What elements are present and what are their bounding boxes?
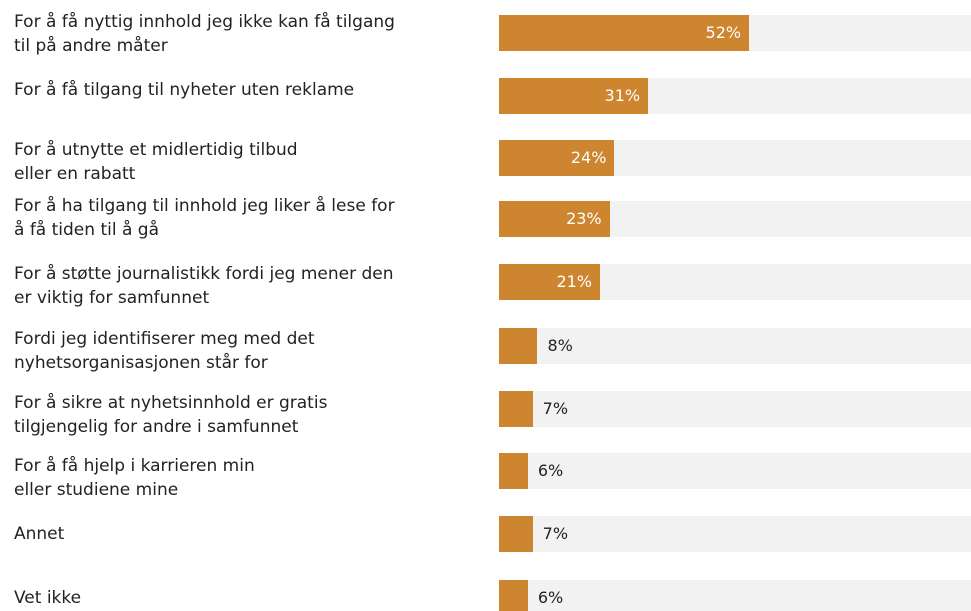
bar <box>499 328 538 364</box>
bar <box>499 78 649 114</box>
bar <box>499 453 528 489</box>
bar-track <box>499 391 971 427</box>
bar-track <box>499 516 971 552</box>
category-label: For å få hjelp i karrieren min eller stu… <box>14 456 255 500</box>
value-label: 52% <box>705 23 742 42</box>
bar-track <box>499 328 971 364</box>
value-label: 6% <box>537 588 564 607</box>
category-label: For å ha tilgang til innhold jeg liker å… <box>14 196 395 240</box>
value-label: 21% <box>556 272 592 291</box>
category-label: For å få tilgang til nyheter uten reklam… <box>14 80 355 100</box>
value-label: 6% <box>537 461 564 480</box>
category-label: Vet ikke <box>14 588 82 608</box>
category-label: For å utnytte et midlertidig tilbud elle… <box>14 140 298 184</box>
category-label: For å støtte journalistikk fordi jeg men… <box>14 264 394 308</box>
category-label: For å sikre at nyhetsinnhold er gratis t… <box>14 393 328 437</box>
category-label: Annet <box>14 524 65 544</box>
category-label: Fordi jeg identifiserer meg med det nyhe… <box>14 329 315 373</box>
bar <box>499 201 610 237</box>
value-label: 31% <box>604 86 641 105</box>
category-label: For å få nyttig innhold jeg ikke kan få … <box>14 12 395 56</box>
bar <box>499 140 615 176</box>
bar <box>499 580 528 611</box>
value-label: 8% <box>547 336 573 355</box>
bar-track <box>499 453 971 489</box>
bar <box>499 516 533 552</box>
bar <box>499 391 533 427</box>
bar <box>499 264 600 300</box>
value-label: 7% <box>542 399 569 418</box>
bar-track <box>499 580 971 611</box>
value-label: 23% <box>566 209 602 228</box>
value-label: 24% <box>570 148 607 167</box>
value-label: 7% <box>542 524 569 543</box>
bar <box>499 15 750 51</box>
